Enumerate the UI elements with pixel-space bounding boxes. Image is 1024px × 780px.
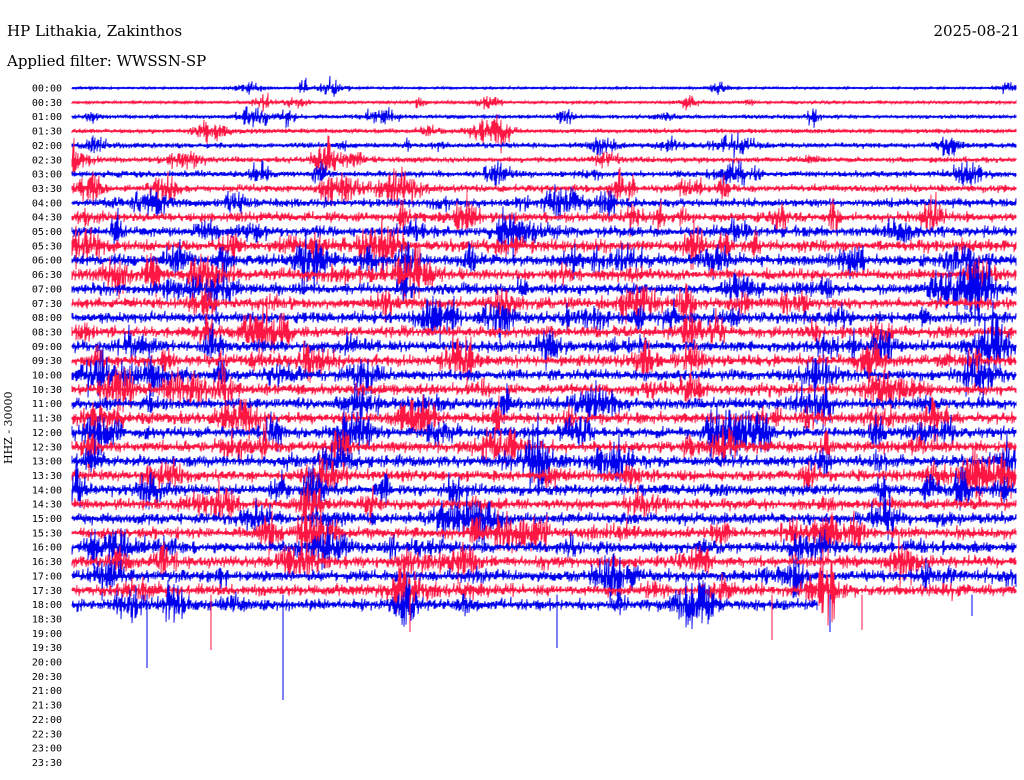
trace-row [71, 394, 1017, 447]
y-tick-label: 11:00 [32, 399, 62, 410]
y-tick-label: 03:30 [32, 184, 62, 195]
trace-row [71, 191, 1017, 244]
y-tick-label: 14:30 [32, 500, 62, 511]
trace-row [71, 552, 1017, 607]
trace-row [71, 419, 1017, 475]
trace-row [71, 295, 1017, 358]
y-tick-label: 18:30 [32, 614, 62, 625]
y-tick-label: 14:00 [32, 485, 62, 496]
trace-row [71, 249, 1017, 327]
y-tick-label: 07:30 [32, 299, 62, 310]
trace-row [71, 206, 1017, 261]
y-tick-label: 05:30 [32, 241, 62, 252]
y-tick-label: 16:00 [32, 543, 62, 554]
trace-row [71, 532, 1017, 589]
y-tick-label: 07:00 [32, 284, 62, 295]
y-tick-label: 00:30 [32, 98, 62, 109]
y-tick-label: 01:30 [32, 127, 62, 138]
y-tick-label: 04:30 [32, 213, 62, 224]
trace-row [71, 402, 1017, 461]
y-tick-label: 04:00 [32, 198, 62, 209]
y-tick-label: 03:00 [32, 170, 62, 181]
trace-row [71, 485, 1017, 547]
y-tick-label: 02:00 [32, 141, 62, 152]
y-tick-label: 00:00 [32, 84, 62, 95]
trace-row [71, 412, 1017, 496]
date-label: 2025-08-21 [933, 22, 1020, 40]
y-tick-label: 08:30 [32, 327, 62, 338]
y-tick-label: 20:30 [32, 672, 62, 683]
filter-label: Applied filter: WWSSN-SP [7, 52, 207, 70]
trace-row [71, 364, 1017, 416]
station-title: HP Lithakia, Zakinthos [7, 22, 183, 40]
y-tick-label: 17:00 [32, 571, 62, 582]
y-tick-label: 12:30 [32, 442, 62, 453]
y-tick-label: 13:00 [32, 457, 62, 468]
y-tick-label: 09:00 [32, 342, 62, 353]
y-tick-label: 22:00 [32, 715, 62, 726]
trace-row [71, 300, 1017, 375]
y-tick-label: 10:00 [32, 371, 62, 382]
y-tick-label: 23:30 [32, 758, 62, 769]
y-tick-label: 15:30 [32, 528, 62, 539]
y-tick-label: 09:30 [32, 356, 62, 367]
trace-row [71, 575, 818, 630]
y-tick-label: 20:00 [32, 658, 62, 669]
y-tick-label: 10:30 [32, 385, 62, 396]
y-tick-label: 06:30 [32, 270, 62, 281]
y-tick-label: 01:00 [32, 112, 62, 123]
trace-row [71, 75, 1017, 97]
y-tick-label: 21:00 [32, 686, 62, 697]
y-tick-label: 19:30 [32, 643, 62, 654]
trace-row [71, 184, 1017, 221]
y-tick-label: 02:30 [32, 155, 62, 166]
y-tick-label: 18:00 [32, 600, 62, 611]
traces-group [71, 75, 1017, 700]
y-tick-label: 19:00 [32, 629, 62, 640]
y-tick-label: 16:30 [32, 557, 62, 568]
y-tick-label: 11:30 [32, 414, 62, 425]
y-tick-label: 21:30 [32, 701, 62, 712]
trace-row [71, 114, 1017, 154]
trace-row [71, 445, 1017, 508]
y-tick-label: 06:00 [32, 256, 62, 267]
y-tick-label: 22:30 [32, 729, 62, 740]
trace-row [71, 329, 1017, 387]
y-tick-label: 15:00 [32, 514, 62, 525]
y-tick-label: 08:00 [32, 313, 62, 324]
y-tick-label: 23:00 [32, 744, 62, 755]
trace-row [71, 135, 1017, 174]
y-tick-label: 05:00 [32, 227, 62, 238]
trace-row [71, 231, 1017, 294]
tick-labels-group: 00:00 00:30 01:00 01:30 02:00 02:30 03:00 03:30… [32, 84, 62, 769]
y-tick-label: 12:00 [32, 428, 62, 439]
y-tick-label: 17:30 [32, 586, 62, 597]
trace-row [71, 346, 1017, 408]
y-tick-label: 13:30 [32, 471, 62, 482]
